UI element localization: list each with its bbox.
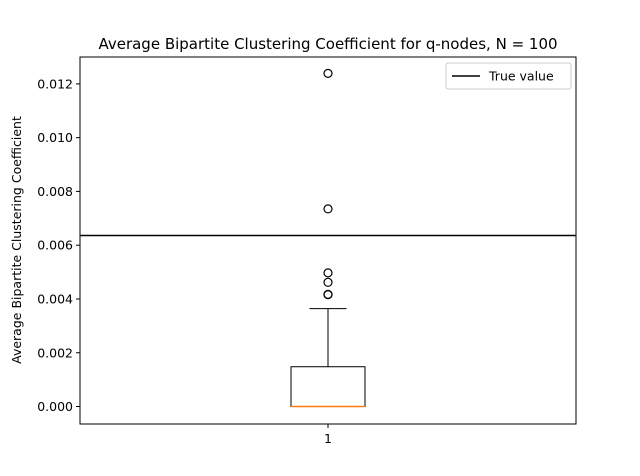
y-tick-label: 0.006	[37, 238, 73, 253]
outlier-point	[323, 289, 333, 300]
legend-box	[445, 62, 572, 90]
outlier-point	[323, 277, 333, 287]
y-tick-label: 0.008	[37, 184, 73, 199]
outlier-point	[323, 204, 333, 214]
y-tick-label: 0.012	[37, 76, 73, 91]
plot-area	[80, 68, 576, 408]
plot-frame	[79, 56, 577, 425]
x-tick-label: 1	[324, 431, 332, 446]
outlier-point	[323, 268, 333, 278]
y-tick-label: 0.000	[37, 399, 73, 414]
y-tick-label: 0.004	[37, 291, 73, 306]
legend-true-value-label: True value	[488, 69, 554, 84]
outlier-point	[323, 68, 333, 79]
legend: True value	[445, 62, 572, 90]
y-axis-label: Average Bipartite Clustering Coefficient	[9, 116, 24, 364]
y-tick-label: 0.002	[37, 345, 73, 360]
y-tick-label: 0.010	[37, 130, 73, 145]
iqr-box	[290, 366, 366, 408]
chart-title: Average Bipartite Clustering Coefficient…	[98, 35, 557, 53]
